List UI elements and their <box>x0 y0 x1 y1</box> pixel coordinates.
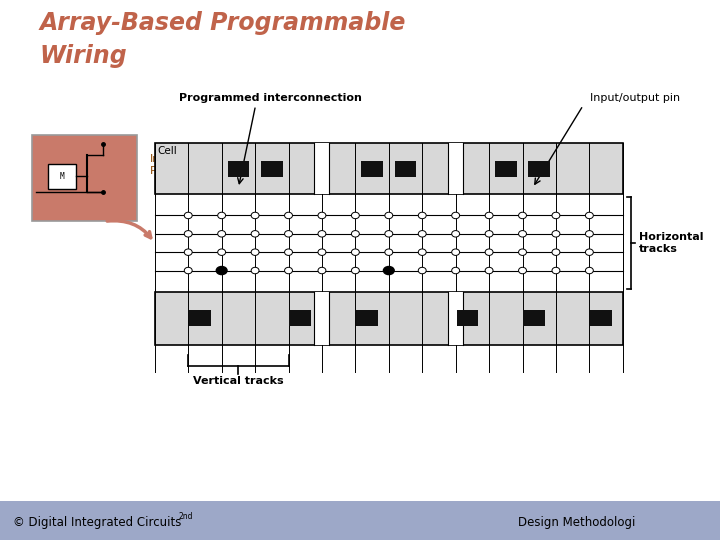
Ellipse shape <box>485 267 493 274</box>
Ellipse shape <box>485 231 493 237</box>
Ellipse shape <box>284 212 292 219</box>
Ellipse shape <box>284 267 292 274</box>
Ellipse shape <box>217 267 225 274</box>
Circle shape <box>216 267 227 275</box>
Ellipse shape <box>552 231 560 237</box>
Ellipse shape <box>318 231 326 237</box>
FancyBboxPatch shape <box>155 197 623 289</box>
Ellipse shape <box>518 249 526 255</box>
Text: Cell: Cell <box>158 146 177 157</box>
Bar <box>356 310 378 326</box>
Ellipse shape <box>184 249 192 255</box>
FancyBboxPatch shape <box>448 292 463 345</box>
Ellipse shape <box>318 212 326 219</box>
Text: M: M <box>60 172 64 181</box>
Ellipse shape <box>184 231 192 237</box>
Text: Vertical tracks: Vertical tracks <box>193 376 284 386</box>
Bar <box>590 310 612 326</box>
Ellipse shape <box>585 212 593 219</box>
Text: Design Methodologi: Design Methodologi <box>518 516 636 529</box>
Ellipse shape <box>217 231 225 237</box>
Text: Horizontal
tracks: Horizontal tracks <box>639 232 703 254</box>
Bar <box>528 161 550 177</box>
Ellipse shape <box>385 267 393 274</box>
Ellipse shape <box>284 231 292 237</box>
Ellipse shape <box>318 267 326 274</box>
Text: Wiring: Wiring <box>40 44 127 68</box>
Ellipse shape <box>351 249 359 255</box>
Ellipse shape <box>217 212 225 219</box>
Ellipse shape <box>385 231 393 237</box>
Ellipse shape <box>418 212 426 219</box>
Ellipse shape <box>251 212 259 219</box>
Ellipse shape <box>451 249 459 255</box>
Ellipse shape <box>485 212 493 219</box>
Bar <box>289 310 311 326</box>
Text: Array-Based Programmable: Array-Based Programmable <box>40 11 406 35</box>
FancyBboxPatch shape <box>155 143 623 194</box>
Ellipse shape <box>251 249 259 255</box>
Bar <box>189 310 211 326</box>
Ellipse shape <box>385 249 393 255</box>
Ellipse shape <box>251 231 259 237</box>
Ellipse shape <box>518 231 526 237</box>
Ellipse shape <box>251 267 259 274</box>
Text: 2nd: 2nd <box>179 512 193 521</box>
Bar <box>495 161 517 177</box>
FancyBboxPatch shape <box>32 135 137 221</box>
Ellipse shape <box>418 267 426 274</box>
Ellipse shape <box>217 249 225 255</box>
Text: Interconnect
Point: Interconnect Point <box>150 154 220 176</box>
FancyBboxPatch shape <box>315 292 330 345</box>
Ellipse shape <box>585 231 593 237</box>
Bar <box>228 161 249 177</box>
Ellipse shape <box>451 267 459 274</box>
Ellipse shape <box>418 249 426 255</box>
Ellipse shape <box>351 267 359 274</box>
Bar <box>395 161 416 177</box>
Text: © Digital Integrated Circuits: © Digital Integrated Circuits <box>13 516 181 529</box>
Ellipse shape <box>485 249 493 255</box>
Text: Input/output pin: Input/output pin <box>590 92 680 103</box>
Ellipse shape <box>552 249 560 255</box>
Ellipse shape <box>284 249 292 255</box>
Ellipse shape <box>585 267 593 274</box>
Ellipse shape <box>518 267 526 274</box>
FancyBboxPatch shape <box>315 143 330 194</box>
FancyBboxPatch shape <box>0 501 720 540</box>
Ellipse shape <box>318 249 326 255</box>
Ellipse shape <box>451 212 459 219</box>
Bar <box>261 161 282 177</box>
Ellipse shape <box>585 249 593 255</box>
Ellipse shape <box>385 212 393 219</box>
Circle shape <box>384 267 395 275</box>
Ellipse shape <box>184 267 192 274</box>
Bar <box>361 161 383 177</box>
Text: Programmed interconnection: Programmed interconnection <box>179 92 361 103</box>
Ellipse shape <box>351 212 359 219</box>
Ellipse shape <box>552 212 560 219</box>
FancyBboxPatch shape <box>448 143 463 194</box>
Ellipse shape <box>552 267 560 274</box>
Ellipse shape <box>418 231 426 237</box>
Ellipse shape <box>184 212 192 219</box>
Ellipse shape <box>518 212 526 219</box>
Ellipse shape <box>451 231 459 237</box>
Ellipse shape <box>351 231 359 237</box>
Bar <box>48 164 76 188</box>
FancyBboxPatch shape <box>155 292 623 345</box>
Bar <box>456 310 478 326</box>
Bar <box>523 310 545 326</box>
